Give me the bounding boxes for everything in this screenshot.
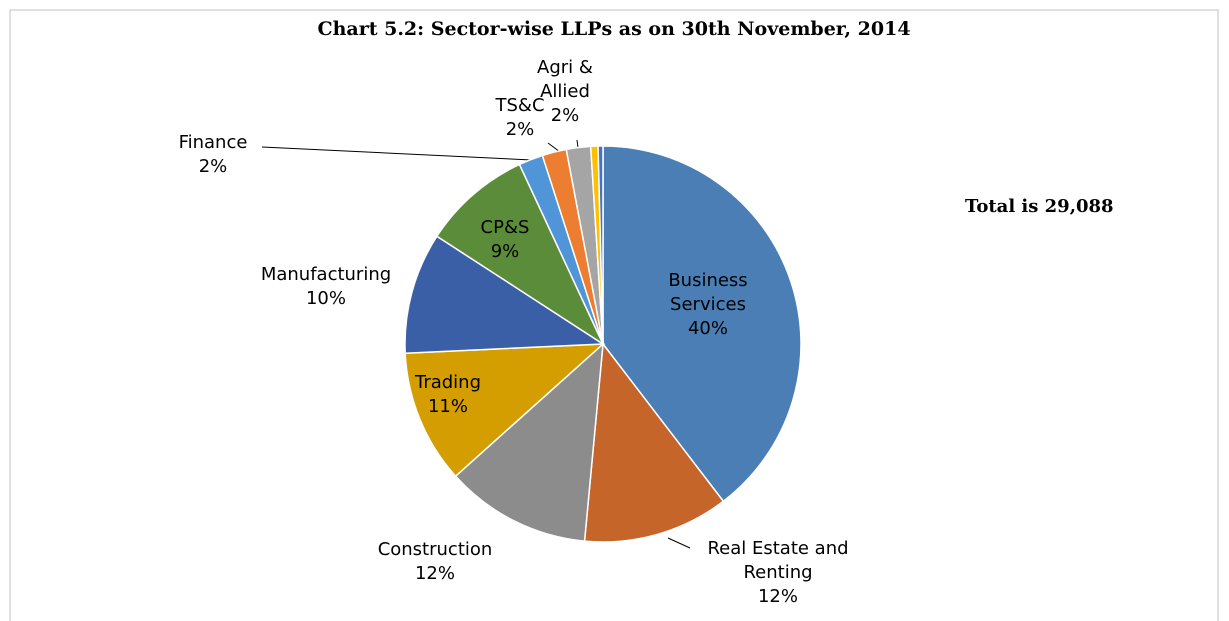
value-label: 11%: [427, 396, 468, 417]
leader-line: [261, 146, 533, 161]
slice-label: TS&C 2%: [490, 94, 550, 142]
value-label: 2%: [550, 105, 580, 126]
leader-line: [576, 139, 579, 149]
pie-slice: [602, 145, 802, 503]
value-label: 12%: [757, 586, 798, 607]
leader-line: [667, 537, 691, 549]
value-label: 12%: [414, 563, 455, 584]
value-label: 2%: [505, 119, 535, 140]
chart-title: Chart 5.2: Sector-wise LLPs as on 30th N…: [317, 18, 911, 40]
pie-slice: [404, 343, 606, 478]
slice-label: Business Services 40%: [658, 269, 758, 341]
frame: [9, 9, 1219, 621]
value-label: 10%: [305, 288, 346, 309]
category-label: TS&C: [495, 95, 545, 116]
slice-label: CP&S 9%: [470, 216, 540, 264]
category-label: Trading: [414, 372, 482, 393]
pie-slice: [583, 342, 725, 543]
category-label: Business Services: [668, 270, 748, 315]
slice-label: Construction 12%: [355, 538, 515, 586]
category-label: Finance: [178, 132, 248, 153]
value-label: 9%: [490, 241, 520, 262]
pie-slice: [454, 342, 604, 542]
pie-slice: [597, 145, 604, 345]
slice-label: Finance 2%: [153, 131, 273, 179]
value-label: 40%: [687, 318, 728, 339]
slice-label: Manufacturing 10%: [241, 263, 411, 311]
slice-label: Agri & Allied 2%: [528, 56, 603, 128]
category-label: Real Estate and Renting: [707, 538, 849, 583]
annotation: Total is 29,088: [965, 196, 1114, 217]
category-label: Agri & Allied: [537, 57, 593, 102]
slice-label: Trading 11%: [398, 371, 498, 419]
pie-slice: [435, 163, 605, 347]
slice-label: Real Estate and Renting 12%: [698, 537, 858, 609]
value-label: 2%: [198, 156, 228, 177]
category-label: CP&S: [480, 217, 530, 238]
category-label: Manufacturing: [260, 264, 392, 285]
category-label: Construction: [377, 539, 493, 560]
pie-slice: [404, 235, 606, 355]
